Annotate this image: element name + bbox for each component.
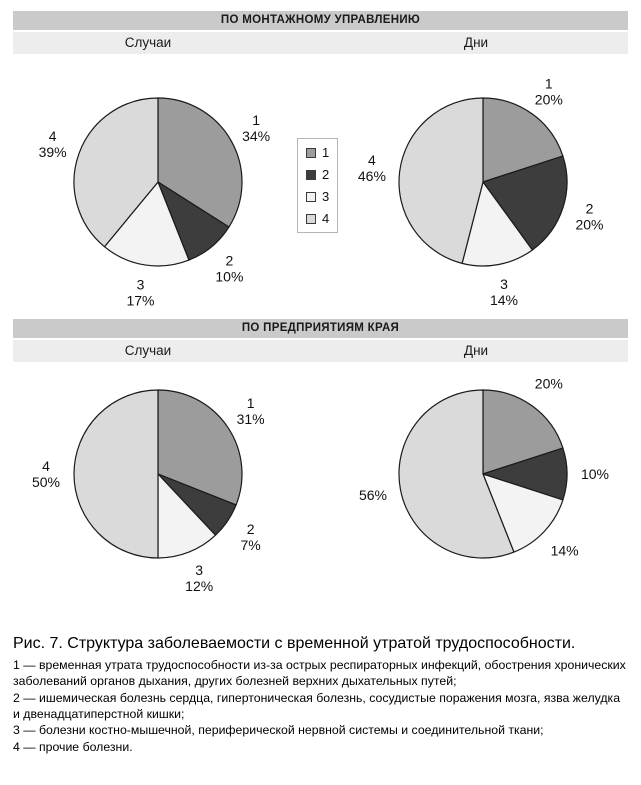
legend-item-4: 4 [306, 212, 329, 225]
pie-chart-montage-cases: 1 34% 2 10% 3 17% 4 39% [13, 54, 303, 319]
pie-chart-montage-days: 1 20% 2 20% 3 14% 4 46% [338, 54, 628, 319]
column-label-cases: Случаи [124, 35, 172, 50]
svg-text:3: 3 [500, 276, 508, 292]
legend-item-3: 3 [306, 190, 329, 203]
svg-text:4: 4 [368, 152, 376, 168]
svg-text:2: 2 [226, 252, 234, 268]
legend-swatch-3 [306, 191, 316, 202]
legend-label-1: 1 [322, 145, 330, 160]
charts-row-montage: 1 34% 2 10% 3 17% 4 39% 1 2 3 [13, 54, 628, 319]
svg-text:3: 3 [137, 277, 145, 293]
svg-text:3: 3 [195, 562, 203, 578]
pie-chart-region-days: 20% 10% 14% 56% [338, 362, 628, 612]
svg-text:4: 4 [49, 128, 57, 144]
svg-text:7%: 7% [240, 537, 260, 553]
svg-text:2: 2 [586, 201, 594, 217]
svg-text:20%: 20% [535, 375, 563, 391]
svg-text:20%: 20% [535, 91, 563, 107]
svg-text:17%: 17% [126, 293, 154, 309]
svg-text:56%: 56% [359, 487, 387, 503]
column-header-row: Случаи Дни [13, 32, 628, 54]
svg-text:1: 1 [247, 395, 255, 411]
legend-swatch-1 [306, 147, 316, 158]
column-label-days-2: Дни [463, 343, 489, 358]
svg-text:34%: 34% [242, 128, 270, 144]
legend-swatch-2 [306, 169, 316, 180]
svg-text:1: 1 [545, 75, 553, 91]
legend-item-1: 1 [306, 146, 329, 159]
svg-text:12%: 12% [185, 578, 213, 594]
legend-swatch-4 [306, 213, 316, 224]
section-montage: ПО МОНТАЖНОМУ УПРАВЛЕНИЮ Случаи Дни 1 34%… [13, 11, 628, 319]
svg-text:1: 1 [252, 112, 260, 128]
svg-text:39%: 39% [39, 144, 67, 160]
svg-text:14%: 14% [490, 292, 518, 308]
section-region: ПО ПРЕДПРИЯТИЯМ КРАЯ Случаи Дни 1 31% 2 7% 3… [13, 319, 628, 612]
legend-label-3: 3 [322, 189, 330, 204]
column-label-days: Дни [463, 35, 489, 50]
svg-text:4: 4 [42, 458, 50, 474]
caption-item-1: 1 — временная утрата трудоспособности из… [13, 658, 626, 689]
figure-caption: Рис. 7. Структура заболеваемости с време… [13, 634, 628, 755]
legend-item-2: 2 [306, 168, 329, 181]
column-header-row-2: Случаи Дни [13, 340, 628, 362]
charts-row-region: 1 31% 2 7% 3 12% 4 50% 20% 10% 14% 56% [13, 362, 628, 612]
caption-item-3: 3 — болезни костно-мышечной, периферичес… [13, 723, 544, 738]
caption-item-2: 2 — ишемическая болезнь сердца, гипертон… [13, 690, 621, 722]
svg-text:20%: 20% [575, 217, 603, 233]
caption-title: Рис. 7. Структура заболеваемости с време… [13, 635, 576, 652]
legend-label-2: 2 [322, 167, 330, 182]
svg-text:10%: 10% [215, 268, 243, 284]
svg-text:31%: 31% [237, 411, 265, 427]
svg-text:14%: 14% [551, 543, 579, 559]
svg-text:10%: 10% [581, 466, 609, 482]
legend: 1 2 3 4 [297, 138, 339, 233]
section-title-region: ПО ПРЕДПРИЯТИЯМ КРАЯ [13, 319, 628, 338]
svg-text:46%: 46% [358, 168, 386, 184]
legend-label-4: 4 [322, 211, 330, 226]
pie-chart-region-cases: 1 31% 2 7% 3 12% 4 50% [13, 362, 303, 612]
caption-item-4: 4 — прочие болезни. [13, 739, 133, 754]
svg-text:2: 2 [247, 521, 255, 537]
column-label-cases-2: Случаи [124, 343, 172, 358]
svg-text:50%: 50% [32, 474, 60, 490]
section-title-montage: ПО МОНТАЖНОМУ УПРАВЛЕНИЮ [13, 11, 628, 30]
